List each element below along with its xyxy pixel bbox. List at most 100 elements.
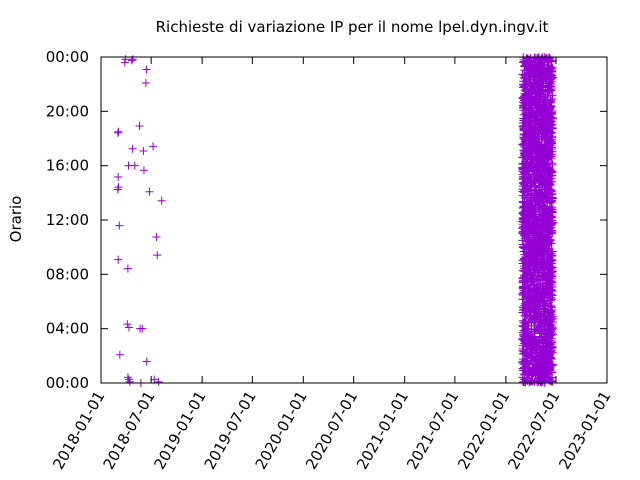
cluster-point xyxy=(538,288,547,297)
cluster-point xyxy=(544,218,553,227)
cluster-point xyxy=(548,67,557,76)
cluster-point xyxy=(526,377,535,386)
cluster-point xyxy=(529,84,538,93)
cluster-point xyxy=(527,128,536,137)
cluster-point xyxy=(518,185,527,194)
data-point xyxy=(113,128,122,137)
data-point xyxy=(114,183,123,192)
data-point xyxy=(115,221,124,230)
cluster-point xyxy=(531,226,540,235)
data-point xyxy=(128,144,137,153)
cluster-point xyxy=(519,355,528,364)
cluster-point xyxy=(539,297,548,306)
cluster-point xyxy=(520,369,529,378)
cluster-point xyxy=(530,281,539,290)
cluster-point xyxy=(545,253,554,262)
cluster-point xyxy=(529,227,538,236)
cluster-point xyxy=(540,105,549,114)
cluster-point xyxy=(529,141,538,150)
cluster-point xyxy=(547,110,556,119)
cluster-point xyxy=(542,365,551,374)
cluster-point xyxy=(539,123,548,132)
cluster-point xyxy=(531,111,540,120)
cluster-point xyxy=(546,293,555,302)
cluster-point xyxy=(541,64,550,73)
data-point xyxy=(145,187,154,196)
cluster-point xyxy=(544,353,553,362)
cluster-point xyxy=(523,144,532,153)
cluster-point xyxy=(519,96,528,105)
cluster-point xyxy=(526,276,535,285)
cluster-point xyxy=(548,314,557,323)
cluster-point xyxy=(530,172,539,181)
cluster-point xyxy=(541,237,550,246)
cluster-point xyxy=(547,197,556,206)
data-point xyxy=(135,122,144,131)
cluster-point xyxy=(541,194,550,203)
cluster-point xyxy=(530,83,539,92)
cluster-point xyxy=(528,248,537,257)
cluster-point xyxy=(530,311,539,320)
cluster-point xyxy=(538,377,547,386)
cluster-point xyxy=(529,305,538,314)
cluster-point xyxy=(527,198,536,207)
cluster-point xyxy=(536,106,545,115)
cluster-point xyxy=(528,136,537,145)
cluster-point xyxy=(523,95,532,104)
cluster-point xyxy=(521,273,530,282)
data-point xyxy=(139,146,148,155)
cluster-point xyxy=(540,203,549,212)
cluster-point xyxy=(539,91,548,100)
cluster-point xyxy=(545,271,554,280)
cluster-point xyxy=(518,364,527,373)
dense-cluster xyxy=(518,53,557,387)
cluster-point xyxy=(530,327,539,336)
cluster-point xyxy=(536,90,545,99)
cluster-point xyxy=(540,358,549,367)
cluster-point xyxy=(528,335,537,344)
data-point xyxy=(115,350,124,359)
data-point xyxy=(130,161,139,170)
cluster-point xyxy=(530,146,539,155)
cluster-point xyxy=(548,91,557,100)
cluster-point xyxy=(525,150,534,159)
cluster-point xyxy=(545,147,554,156)
cluster-point xyxy=(546,193,555,202)
cluster-point xyxy=(521,311,530,320)
y-tick-label: 20:00 xyxy=(46,102,89,120)
cluster-point xyxy=(532,76,541,85)
cluster-point xyxy=(533,280,542,289)
cluster-point xyxy=(518,70,527,79)
cluster-point xyxy=(535,230,544,239)
cluster-point xyxy=(543,270,552,279)
cluster-point xyxy=(545,263,554,272)
cluster-point xyxy=(543,172,552,181)
cluster-point xyxy=(548,286,557,295)
cluster-point xyxy=(522,345,531,354)
cluster-point xyxy=(520,163,529,172)
cluster-point xyxy=(544,87,553,96)
cluster-point xyxy=(539,169,548,178)
cluster-point xyxy=(527,268,536,277)
cluster-point xyxy=(542,333,551,342)
cluster-point xyxy=(531,126,540,135)
cluster-point xyxy=(520,198,529,207)
cluster-point xyxy=(545,280,554,289)
cluster-point xyxy=(521,252,530,261)
cluster-point xyxy=(532,186,541,195)
data-points xyxy=(113,55,166,387)
cluster-point xyxy=(521,104,530,113)
cluster-point xyxy=(547,204,556,213)
cluster-point xyxy=(518,266,527,275)
cluster-point xyxy=(518,322,527,331)
chart-title: Richieste di variazione IP per il nome l… xyxy=(156,18,549,36)
cluster-point xyxy=(534,166,543,175)
y-tick-label: 08:00 xyxy=(46,265,89,283)
y-axis: 00:00 04:00 08:00 12:00 16:00 20:00 00:00 xyxy=(46,48,607,392)
cluster-point xyxy=(525,175,534,184)
cluster-point xyxy=(521,276,530,285)
cluster-point xyxy=(524,138,533,147)
cluster-point xyxy=(528,246,537,255)
cluster-point xyxy=(538,261,547,270)
cluster-point xyxy=(519,210,528,219)
